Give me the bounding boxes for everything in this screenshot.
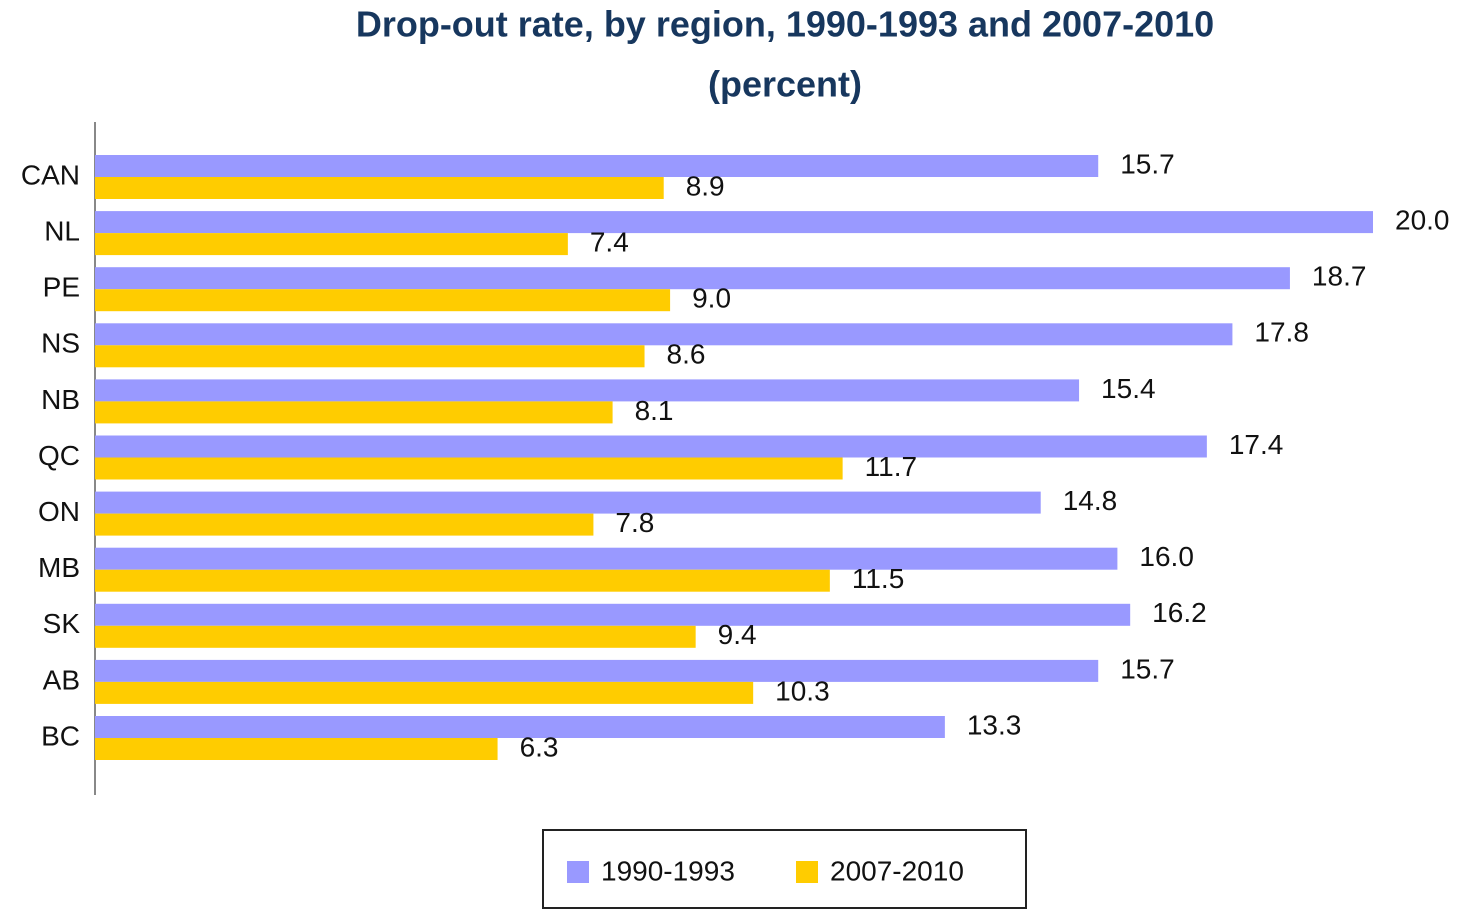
data-label: 8.9 [686,170,725,201]
y-tick-label: QC [38,440,80,471]
bar [95,267,1290,290]
bar [95,379,1080,402]
y-tick-label: NS [41,328,80,359]
y-tick-label: SK [43,608,81,639]
y-tick-label: CAN [21,159,80,190]
data-label: 17.8 [1254,317,1309,348]
data-label: 15.7 [1120,148,1175,179]
bar [95,289,671,312]
chart-title: Drop-out rate, by region, 1990-1993 and … [356,4,1214,45]
bar [95,716,945,738]
data-label: 15.7 [1120,653,1175,684]
bar [95,681,754,704]
data-label: 20.0 [1395,204,1450,235]
y-tick-label: MB [38,552,80,583]
data-label: 13.3 [967,709,1022,740]
data-label: 11.5 [852,563,904,594]
bar [95,569,830,592]
y-tick-label: NB [41,384,80,415]
bar [95,547,1118,570]
y-tick-label: PE [43,272,80,303]
data-label: 17.4 [1229,429,1284,460]
bar [95,435,1207,458]
data-label: 11.7 [865,451,917,482]
data-label: 7.8 [615,507,654,538]
y-tick-label: BC [41,720,80,751]
bar [95,513,594,536]
bar [95,401,613,424]
data-label: 15.4 [1101,373,1156,404]
data-label: 7.4 [590,226,629,257]
legend-label: 1990-1993 [601,855,735,886]
bar [95,457,843,480]
bar [95,345,645,368]
data-label: 18.7 [1312,261,1367,292]
chart-subtitle: (percent) [708,64,862,105]
data-label: 14.8 [1063,485,1118,516]
bar [95,323,1233,346]
bar [95,155,1099,177]
y-tick-label: NL [44,215,80,246]
bar [95,659,1099,682]
data-label: 9.0 [692,283,731,314]
y-tick-label: AB [43,664,80,695]
legend-swatch [567,861,589,883]
data-label: 6.3 [520,731,559,762]
data-label: 16.0 [1139,541,1194,572]
bar [95,603,1131,626]
data-label: 9.4 [718,619,757,650]
bar [95,211,1373,234]
bar [95,177,664,199]
legend-swatch [796,861,818,883]
bar [95,233,568,256]
data-label: 16.2 [1152,597,1207,628]
legend-box [542,829,1027,909]
data-label: 8.1 [635,395,674,426]
bar [95,625,696,648]
bar [95,738,498,760]
legend-label: 2007-2010 [830,855,964,886]
y-tick-label: ON [38,496,80,527]
data-label: 8.6 [667,339,706,370]
bar [95,491,1041,514]
data-label: 10.3 [775,675,830,706]
